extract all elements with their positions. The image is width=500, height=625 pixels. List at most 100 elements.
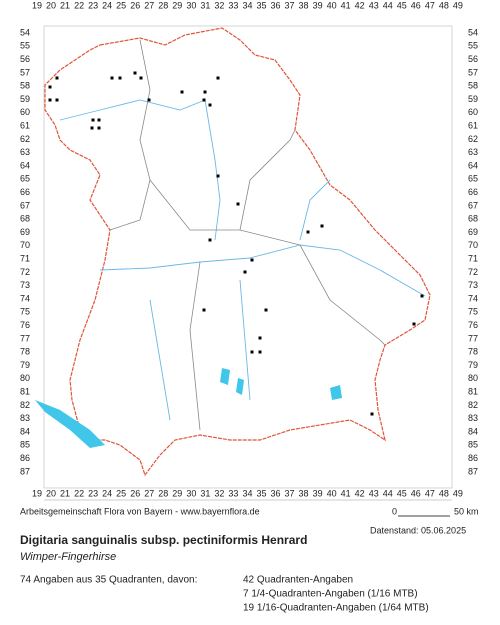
row-label: 76 xyxy=(468,320,478,330)
column-label: 22 xyxy=(74,0,84,10)
row-label: 81 xyxy=(20,386,30,396)
row-label: 79 xyxy=(20,360,30,370)
column-label: 32 xyxy=(214,0,224,10)
row-label: 78 xyxy=(20,347,30,357)
column-label: 33 xyxy=(228,0,238,10)
row-label: 66 xyxy=(468,187,478,197)
column-label: 26 xyxy=(130,488,140,498)
row-label: 61 xyxy=(468,120,478,130)
row-label: 77 xyxy=(20,333,30,343)
row-label: 67 xyxy=(20,200,30,210)
column-label: 27 xyxy=(144,488,154,498)
column-label: 34 xyxy=(242,488,252,498)
column-label: 41 xyxy=(341,0,351,10)
column-label: 19 xyxy=(32,488,42,498)
row-label: 81 xyxy=(468,386,478,396)
column-label: 29 xyxy=(172,488,182,498)
row-label: 74 xyxy=(468,293,478,303)
column-label: 30 xyxy=(186,0,196,10)
stats-summary: 74 Angaben aus 35 Quadranten, davon: xyxy=(20,575,197,586)
column-label: 37 xyxy=(285,0,295,10)
column-label: 33 xyxy=(228,488,238,498)
column-label: 29 xyxy=(172,0,182,10)
row-label: 55 xyxy=(468,41,478,51)
row-label: 69 xyxy=(20,227,30,237)
column-label: 46 xyxy=(411,0,421,10)
column-label: 28 xyxy=(158,0,168,10)
row-label: 72 xyxy=(20,267,30,277)
row-label: 59 xyxy=(20,94,30,104)
row-label: 84 xyxy=(468,426,478,436)
row-label: 63 xyxy=(468,147,478,157)
column-label: 25 xyxy=(116,0,126,10)
column-label: 35 xyxy=(256,0,266,10)
state-border xyxy=(44,27,431,477)
row-label: 76 xyxy=(20,320,30,330)
column-label: 40 xyxy=(327,0,337,10)
date: Datenstand: 05.06.2025 xyxy=(370,525,466,535)
column-label: 41 xyxy=(341,488,351,498)
row-label: 63 xyxy=(20,147,30,157)
column-label: 22 xyxy=(74,488,84,498)
column-label: 31 xyxy=(200,0,210,10)
column-label: 28 xyxy=(158,488,168,498)
row-label: 57 xyxy=(468,67,478,77)
column-label: 26 xyxy=(130,0,140,10)
row-label: 62 xyxy=(468,134,478,144)
column-label: 25 xyxy=(116,488,126,498)
row-label: 64 xyxy=(20,160,30,170)
column-label: 39 xyxy=(313,0,323,10)
row-label: 58 xyxy=(468,81,478,91)
row-label: 74 xyxy=(20,293,30,303)
column-label: 20 xyxy=(46,0,56,10)
column-label: 44 xyxy=(383,0,393,10)
row-label: 65 xyxy=(468,174,478,184)
row-label: 71 xyxy=(468,253,478,263)
column-label: 32 xyxy=(214,488,224,498)
row-label: 73 xyxy=(468,280,478,290)
column-label: 21 xyxy=(60,488,70,498)
column-label: 24 xyxy=(102,488,112,498)
row-label: 86 xyxy=(468,453,478,463)
row-label: 68 xyxy=(468,214,478,224)
column-label: 42 xyxy=(355,0,365,10)
row-label: 87 xyxy=(20,466,30,476)
row-label: 55 xyxy=(20,41,30,51)
column-label: 44 xyxy=(383,488,393,498)
row-label: 54 xyxy=(468,27,478,37)
row-label: 84 xyxy=(20,426,30,436)
district-borders xyxy=(109,39,386,431)
credit: Arbeitsgemeinschaft Flora von Bayern - w… xyxy=(20,506,260,516)
row-label: 64 xyxy=(468,160,478,170)
column-label: 49 xyxy=(453,0,463,10)
column-label: 43 xyxy=(369,0,379,10)
title: Digitaria sanguinalis subsp. pectiniform… xyxy=(20,533,307,547)
row-label: 56 xyxy=(468,54,478,64)
column-label: 20 xyxy=(46,488,56,498)
column-label: 34 xyxy=(242,0,252,10)
subtitle: Wimper-Fingerhirse xyxy=(20,551,116,563)
column-label: 48 xyxy=(439,0,449,10)
column-label: 37 xyxy=(285,488,295,498)
row-label: 67 xyxy=(468,200,478,210)
row-label: 80 xyxy=(20,373,30,383)
row-label: 57 xyxy=(20,67,30,77)
scale-end: 50 km xyxy=(454,506,479,516)
row-label: 56 xyxy=(20,54,30,64)
row-label: 87 xyxy=(468,466,478,476)
column-label: 23 xyxy=(88,0,98,10)
column-label: 49 xyxy=(453,488,463,498)
column-label: 48 xyxy=(439,488,449,498)
row-label: 75 xyxy=(468,307,478,317)
column-label: 39 xyxy=(313,488,323,498)
row-label: 83 xyxy=(20,413,30,423)
column-label: 23 xyxy=(88,488,98,498)
row-label: 54 xyxy=(20,27,30,37)
map-frame xyxy=(43,25,453,489)
row-label: 69 xyxy=(468,227,478,237)
row-label: 60 xyxy=(468,107,478,117)
column-label: 47 xyxy=(425,488,435,498)
row-label: 65 xyxy=(20,174,30,184)
column-label: 38 xyxy=(299,0,309,10)
